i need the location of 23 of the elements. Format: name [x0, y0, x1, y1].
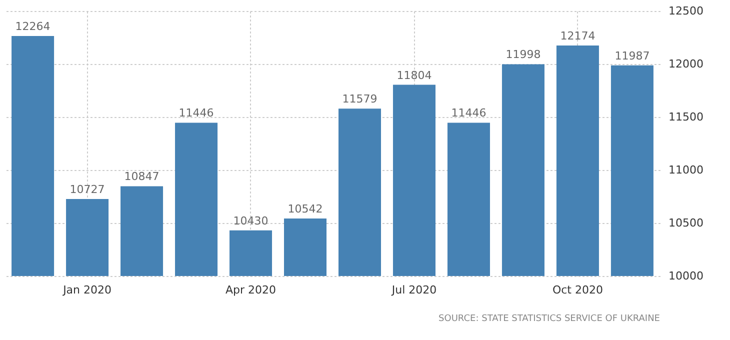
- y-tick-label: 11000: [668, 164, 704, 176]
- y-tick-label: 10000: [668, 270, 704, 282]
- y-tick-label: 12000: [668, 58, 704, 70]
- data-label: 10727: [70, 182, 105, 196]
- y-tick-label: 11500: [668, 110, 704, 124]
- data-label: 11804: [396, 68, 432, 82]
- y-tick-label: 12500: [668, 4, 704, 18]
- data-label: 11446: [178, 106, 214, 120]
- data-label: 11446: [451, 106, 486, 120]
- data-label: 12264: [15, 20, 50, 34]
- x-tick-label: Oct 2020: [552, 284, 603, 296]
- data-label: 12174: [560, 30, 596, 43]
- data-label: 10542: [288, 202, 323, 216]
- data-label: 10430: [233, 214, 268, 228]
- data-label: 11987: [614, 49, 650, 62]
- source-note: SOURCE: STATE STATISTICS SERVICE OF UKRAINE: [438, 314, 660, 324]
- data-label: 10847: [124, 170, 160, 184]
- data-label: 11579: [342, 92, 378, 106]
- x-tick-label: Jul 2020: [390, 284, 437, 296]
- x-tick-label: Apr 2020: [225, 284, 276, 296]
- data-label: 11998: [506, 48, 541, 62]
- x-tick-label: Jan 2020: [62, 284, 112, 296]
- y-tick-label: 10500: [668, 216, 704, 230]
